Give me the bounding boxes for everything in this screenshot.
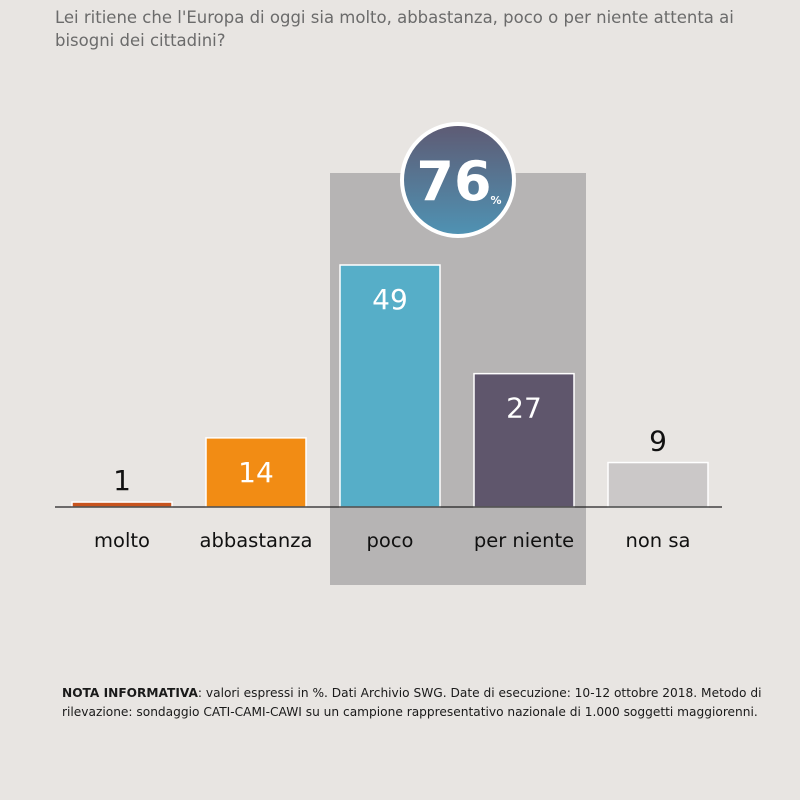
category-label: per niente (474, 529, 574, 552)
badge-circle (400, 122, 516, 238)
value-label: 1 (113, 464, 131, 497)
value-label: 14 (238, 456, 274, 489)
category-label: non sa (626, 529, 691, 552)
bar-non-sa (607, 461, 709, 508)
note-body: : valori espressi in %. Dati Archivio SW… (62, 686, 762, 719)
note-text: NOTA INFORMATIVA: valori espressi in %. … (62, 684, 762, 722)
bar-per-niente (473, 372, 575, 508)
category-label: molto (94, 529, 150, 552)
badge-unit: % (490, 194, 501, 207)
value-label: 27 (506, 392, 542, 425)
badge-value: 76 (416, 150, 491, 213)
category-label: abbastanza (200, 529, 313, 552)
bar-molto (71, 501, 173, 508)
bar-abbastanza (205, 437, 307, 508)
bar-poco (339, 264, 441, 508)
category-label: poco (367, 529, 414, 552)
question-title: Lei ritiene che l'Europa di oggi sia mol… (55, 8, 734, 50)
highlight-badge: 76% (400, 122, 516, 238)
value-label: 9 (649, 425, 667, 458)
value-label: 49 (372, 283, 408, 316)
note-label: NOTA INFORMATIVA (62, 686, 198, 700)
